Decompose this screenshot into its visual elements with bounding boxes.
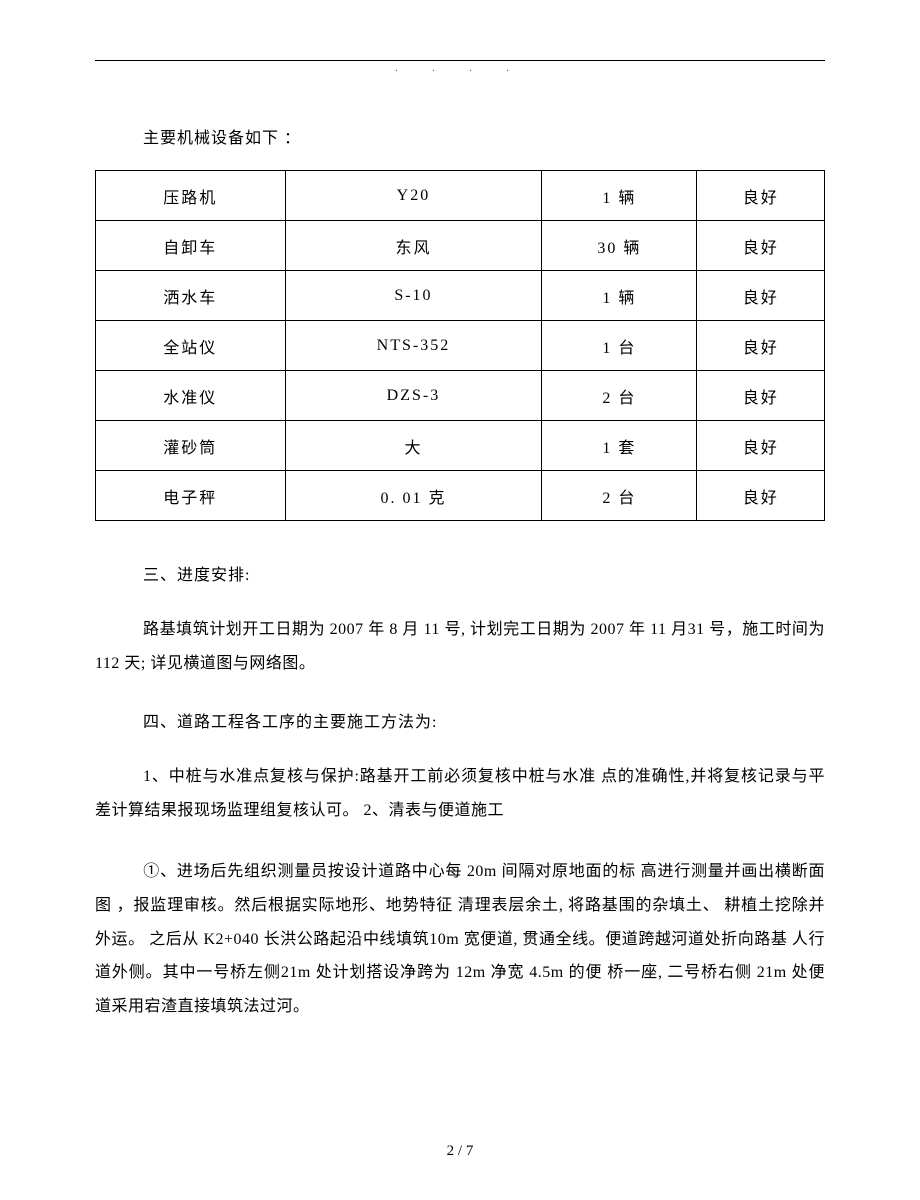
table-row: 水准仪DZS-32 台良好 [96,371,825,421]
table-cell: 灌砂筒 [96,421,286,471]
table-cell: 良好 [697,371,825,421]
table-cell: DZS-3 [285,371,542,421]
table-cell: 1 台 [542,321,697,371]
table-row: 电子秤0. 01 克2 台良好 [96,471,825,521]
section4-text1: 1、中桩与水准点复核与保护:路基开工前必须复核中桩与水准 点的准确性,并将复核记… [95,768,825,819]
table-cell: 良好 [697,421,825,471]
table-row: 灌砂筒大1 套良好 [96,421,825,471]
section4-paragraph2: ①、进场后先组织测量员按设计道路中心每 20m 间隔对原地面的标 高进行测量并画… [95,855,825,1023]
table-cell: 东风 [285,221,542,271]
section4-text2: ①、进场后先组织测量员按设计道路中心每 20m 间隔对原地面的标 高进行测量并画… [95,863,825,1014]
table-cell: 水准仪 [96,371,286,421]
table-cell: Y20 [285,171,542,221]
table-cell: 1 套 [542,421,697,471]
table-cell: 1 辆 [542,171,697,221]
table-cell: 良好 [697,271,825,321]
section3-text: 路基填筑计划开工日期为 2007 年 8 月 11 号, 计划完工日期为 200… [95,621,825,672]
table-cell: 全站仪 [96,321,286,371]
top-divider [95,60,825,61]
table-cell: 压路机 [96,171,286,221]
table-cell: 2 台 [542,471,697,521]
header-dots: . . . . [95,63,825,74]
section4-paragraph1: 1、中桩与水准点复核与保护:路基开工前必须复核中桩与水准 点的准确性,并将复核记… [95,760,825,827]
table-cell: NTS-352 [285,321,542,371]
table-cell: 洒水车 [96,271,286,321]
table-cell: 1 辆 [542,271,697,321]
table-row: 全站仪NTS-3521 台良好 [96,321,825,371]
table-cell: 良好 [697,321,825,371]
table-cell: S-10 [285,271,542,321]
table-cell: 良好 [697,221,825,271]
table-cell: 大 [285,421,542,471]
table-cell: 电子秤 [96,471,286,521]
table-cell: 30 辆 [542,221,697,271]
table-cell: 自卸车 [96,221,286,271]
table-row: 自卸车东风30 辆良好 [96,221,825,271]
table-cell: 良好 [697,171,825,221]
section4-heading: 四、道路工程各工序的主要施工方法为: [143,708,825,732]
table-row: 洒水车S-101 辆良好 [96,271,825,321]
table-cell: 0. 01 克 [285,471,542,521]
section3-heading: 三、进度安排: [143,561,825,585]
table-cell: 良好 [697,471,825,521]
section3-paragraph: 路基填筑计划开工日期为 2007 年 8 月 11 号, 计划完工日期为 200… [95,613,825,680]
table-row: 压路机Y201 辆良好 [96,171,825,221]
intro-text: 主要机械设备如下 ： [143,124,825,148]
table-cell: 2 台 [542,371,697,421]
equipment-table: 压路机Y201 辆良好自卸车东风30 辆良好洒水车S-101 辆良好全站仪NTS… [95,170,825,521]
page-number: 2 / 7 [95,1143,825,1160]
